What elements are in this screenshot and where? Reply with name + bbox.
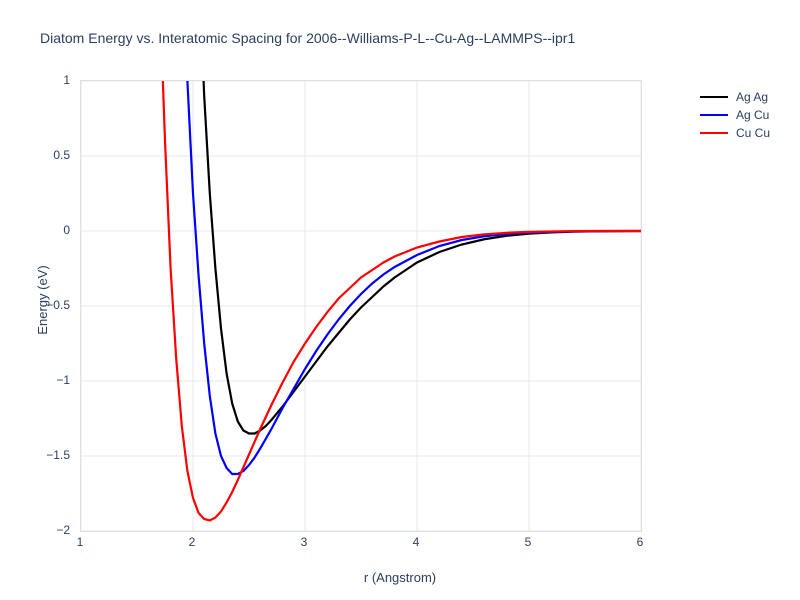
x-tick-label: 3: [301, 535, 308, 549]
legend-swatch: [700, 96, 728, 98]
legend-item: Ag Ag: [700, 90, 770, 104]
legend: Ag Ag Ag Cu Cu Cu: [700, 90, 770, 144]
x-axis-label: r (Angstrom): [364, 570, 436, 585]
legend-swatch: [700, 132, 728, 134]
legend-item: Cu Cu: [700, 126, 770, 140]
y-tick-label: −2: [56, 523, 70, 537]
chart-container: Diatom Energy vs. Interatomic Spacing fo…: [0, 0, 800, 600]
x-tick-label: 1: [77, 535, 84, 549]
legend-label: Ag Ag: [736, 90, 768, 104]
series-line: [176, 81, 641, 474]
y-tick-label: 0.5: [53, 148, 70, 162]
y-tick-label: 0: [63, 223, 70, 237]
y-tick-label: −1.5: [46, 448, 70, 462]
y-tick-label: 1: [63, 73, 70, 87]
series-line: [154, 81, 641, 521]
x-tick-label: 2: [189, 535, 196, 549]
y-tick-label: −0.5: [46, 298, 70, 312]
plot-area: [80, 80, 642, 532]
chart-title: Diatom Energy vs. Interatomic Spacing fo…: [40, 30, 575, 46]
legend-label: Cu Cu: [736, 126, 770, 140]
x-tick-label: 4: [413, 535, 420, 549]
curve-layer: [81, 81, 641, 531]
legend-item: Ag Cu: [700, 108, 770, 122]
legend-swatch: [700, 114, 728, 116]
y-tick-label: −1: [56, 373, 70, 387]
x-tick-label: 6: [637, 535, 644, 549]
x-tick-label: 5: [525, 535, 532, 549]
legend-label: Ag Cu: [736, 108, 769, 122]
